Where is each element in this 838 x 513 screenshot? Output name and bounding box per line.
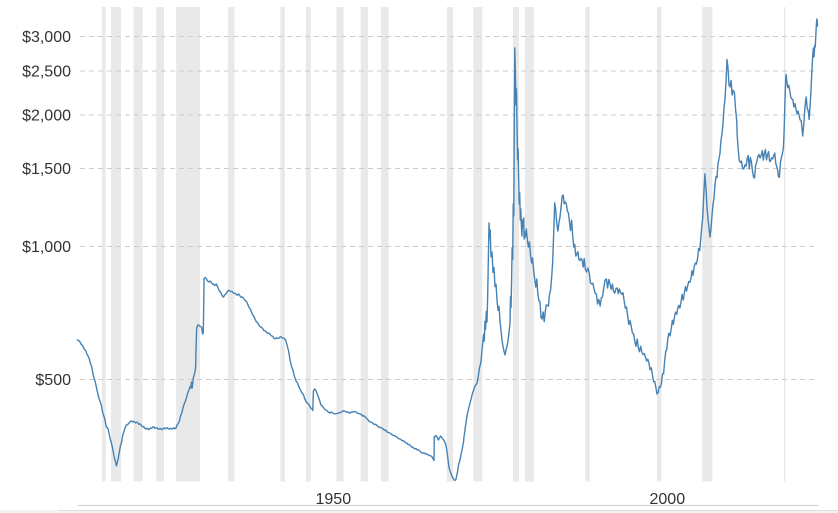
svg-text:$2,000: $2,000 xyxy=(22,108,71,125)
svg-text:$500: $500 xyxy=(35,372,71,389)
svg-text:$3,000: $3,000 xyxy=(22,29,71,46)
svg-text:$2,500: $2,500 xyxy=(22,64,71,81)
svg-text:2000: 2000 xyxy=(650,491,686,508)
svg-text:$1,000: $1,000 xyxy=(22,239,71,256)
svg-text:$1,500: $1,500 xyxy=(22,161,71,178)
svg-text:1950: 1950 xyxy=(316,491,352,508)
